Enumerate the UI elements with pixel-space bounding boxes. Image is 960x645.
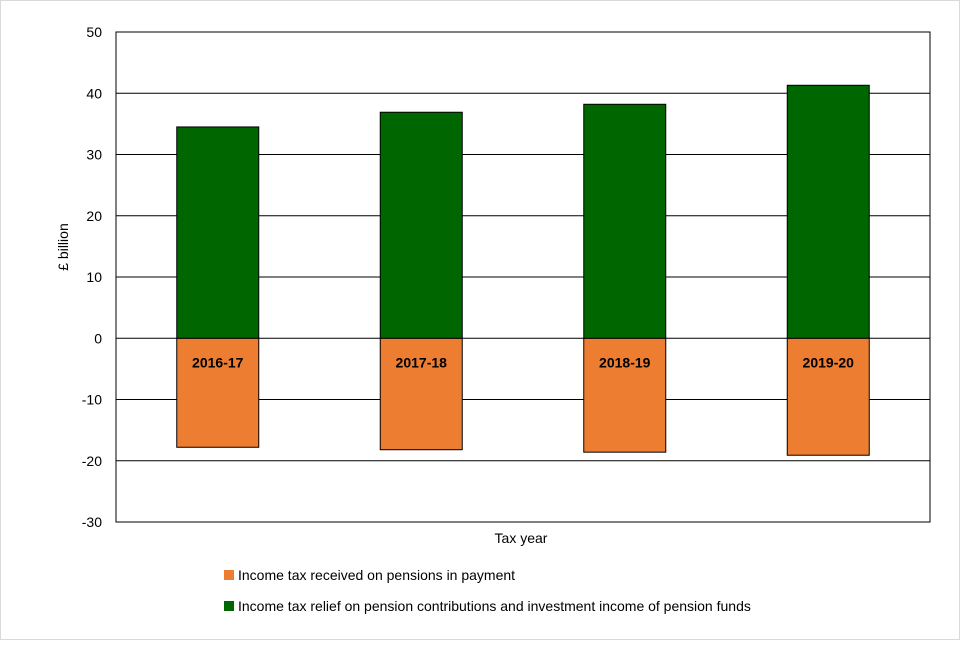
bars	[176, 84, 870, 456]
y-tick-label: -30	[82, 514, 102, 530]
bar-2017-18	[379, 111, 463, 339]
category-label: 2018-19	[599, 354, 651, 370]
y-tick-label: -10	[82, 392, 102, 408]
legend-label-income-tax-received: Income tax received on pensions in payme…	[238, 567, 515, 583]
bar-2016-17	[176, 337, 260, 448]
bar-2016-17	[176, 126, 260, 339]
y-tick-labels: 50 40 30 20 10 0 -10 -20 -30	[82, 24, 102, 530]
bar-2018-19	[583, 337, 667, 453]
bar-2019-20	[786, 84, 870, 339]
y-tick-label: 0	[94, 330, 102, 346]
x-axis-title: Tax year	[495, 530, 548, 546]
y-tick-label: 30	[86, 147, 102, 163]
plot-frame	[115, 31, 931, 523]
y-tick-label: 20	[86, 208, 102, 224]
legend: Income tax received on pensions in payme…	[224, 567, 751, 614]
category-label: 2019-20	[803, 354, 855, 370]
y-axis-title: £ billion	[55, 223, 71, 270]
y-tick-label: 40	[86, 85, 102, 101]
legend-swatch-income-tax-relief	[224, 601, 234, 611]
legend-swatch-income-tax-received	[224, 570, 234, 580]
legend-label-income-tax-relief: Income tax relief on pension contributio…	[238, 598, 751, 614]
bar-2017-18	[379, 337, 463, 451]
y-tick-label: -20	[82, 453, 102, 469]
category-label: 2016-17	[192, 354, 244, 370]
bar-2018-19	[583, 103, 667, 339]
category-labels: 2016-17 2017-18 2018-19 2019-20	[192, 354, 854, 370]
y-tick-label: 10	[86, 269, 102, 285]
category-label: 2017-18	[396, 354, 448, 370]
bar-2019-20	[786, 337, 870, 456]
y-tick-label: 50	[86, 24, 102, 40]
